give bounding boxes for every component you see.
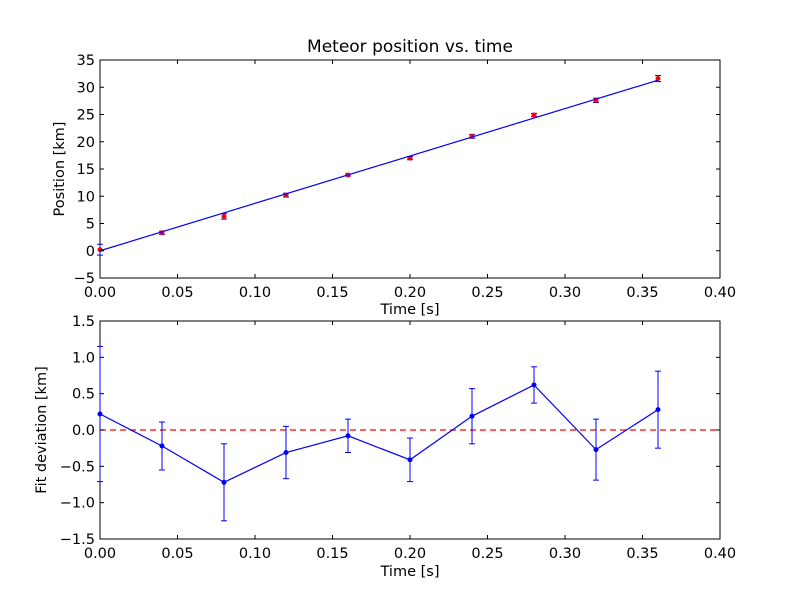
position-x-axis-label: Time [s] [380,302,440,318]
deviation-x-tick-label: 0.35 [626,546,658,562]
position-marker [221,213,227,219]
deviation-x-tick-label: 0.15 [316,546,348,562]
position-y-tick-label: 0 [86,244,95,260]
deviation-data-point [221,443,227,522]
deviation-marker [345,433,351,439]
deviation-x-tick-label: 0.00 [84,546,116,562]
position-x-tick-label: 0.25 [471,285,503,301]
deviation-x-tick-label: 0.20 [394,546,426,562]
deviation-data-point [655,370,661,449]
deviation-data-point [159,421,165,471]
deviation-marker [655,407,661,413]
position-x-tick-label: 0.20 [394,285,426,301]
position-y-tick-label: 15 [77,162,95,178]
deviation-y-tick-label: 0.5 [72,387,95,403]
position-marker [655,76,661,82]
position-y-tick-label: 20 [77,135,95,151]
deviation-y-tick-label: 0.0 [72,423,95,439]
position-x-tick-label: 0.15 [316,285,348,301]
deviation-x-tick-label: 0.05 [161,546,193,562]
deviation-y-axis-label: Fit deviation [km] [34,366,50,493]
deviation-marker [159,443,165,449]
deviation-x-tick-label: 0.25 [471,546,503,562]
position-x-tick-label: 0.35 [626,285,658,301]
position-data-point [407,155,413,161]
deviation-y-tick-label: −1.5 [60,532,95,548]
deviation-marker [593,447,599,453]
deviation-data-point [97,345,103,483]
deviation-x-axis-label: Time [s] [380,564,440,580]
deviation-data-point [283,425,289,480]
position-x-tick-label: 0.40 [704,285,736,301]
deviation-marker [469,413,475,419]
deviation-marker [407,457,413,463]
deviation-data-point [407,437,413,483]
deviation-deviation-line [99,384,659,483]
deviation-chart: 0.00 0.05 0.10 0.15 0.20 0.25 0.30 0.35 0.40 −1.5… [34,314,736,580]
deviation-y-tick-label: −1.0 [60,496,95,512]
position-x-tick-label: 0.10 [239,285,271,301]
position-y-tick-label: 30 [77,80,95,96]
deviation-x-tick-label: 0.40 [704,546,736,562]
deviation-data-point [593,418,599,481]
deviation-marker [531,382,537,388]
deviation-y-tick-label: 1.5 [72,314,95,330]
position-marker [531,112,537,118]
position-y-tick-label: 5 [86,217,95,233]
position-y-axis-label: Position [km] [52,122,68,217]
deviation-x-tick-label: 0.10 [239,546,271,562]
deviation-x-tick-label: 0.30 [549,546,581,562]
position-x-tick-label: 0.00 [84,285,116,301]
position-chart-title: Meteor position vs. time [307,37,513,57]
deviation-data-point [345,418,351,454]
position-x-tick-label: 0.30 [549,285,581,301]
position-y-tick-label: 35 [77,53,95,69]
position-chart: 0.00 0.05 0.10 0.15 0.20 0.25 0.30 0.35 0.40 −5 0 5… [52,37,736,318]
deviation-y-tick-label: 1.0 [72,350,95,366]
deviation-y-tick-label: −0.5 [60,459,95,475]
position-y-tick-label: 10 [77,189,95,205]
deviation-marker [283,450,289,456]
deviation-marker [97,411,103,417]
position-data-point [531,112,537,118]
position-y-tick-label: 25 [77,108,95,124]
position-fit-line [99,79,659,252]
position-x-tick-label: 0.05 [161,285,193,301]
deviation-data-point [469,388,475,445]
deviation-data-point [531,366,537,404]
deviation-marker [221,479,227,485]
position-y-tick-label: −5 [74,271,95,287]
